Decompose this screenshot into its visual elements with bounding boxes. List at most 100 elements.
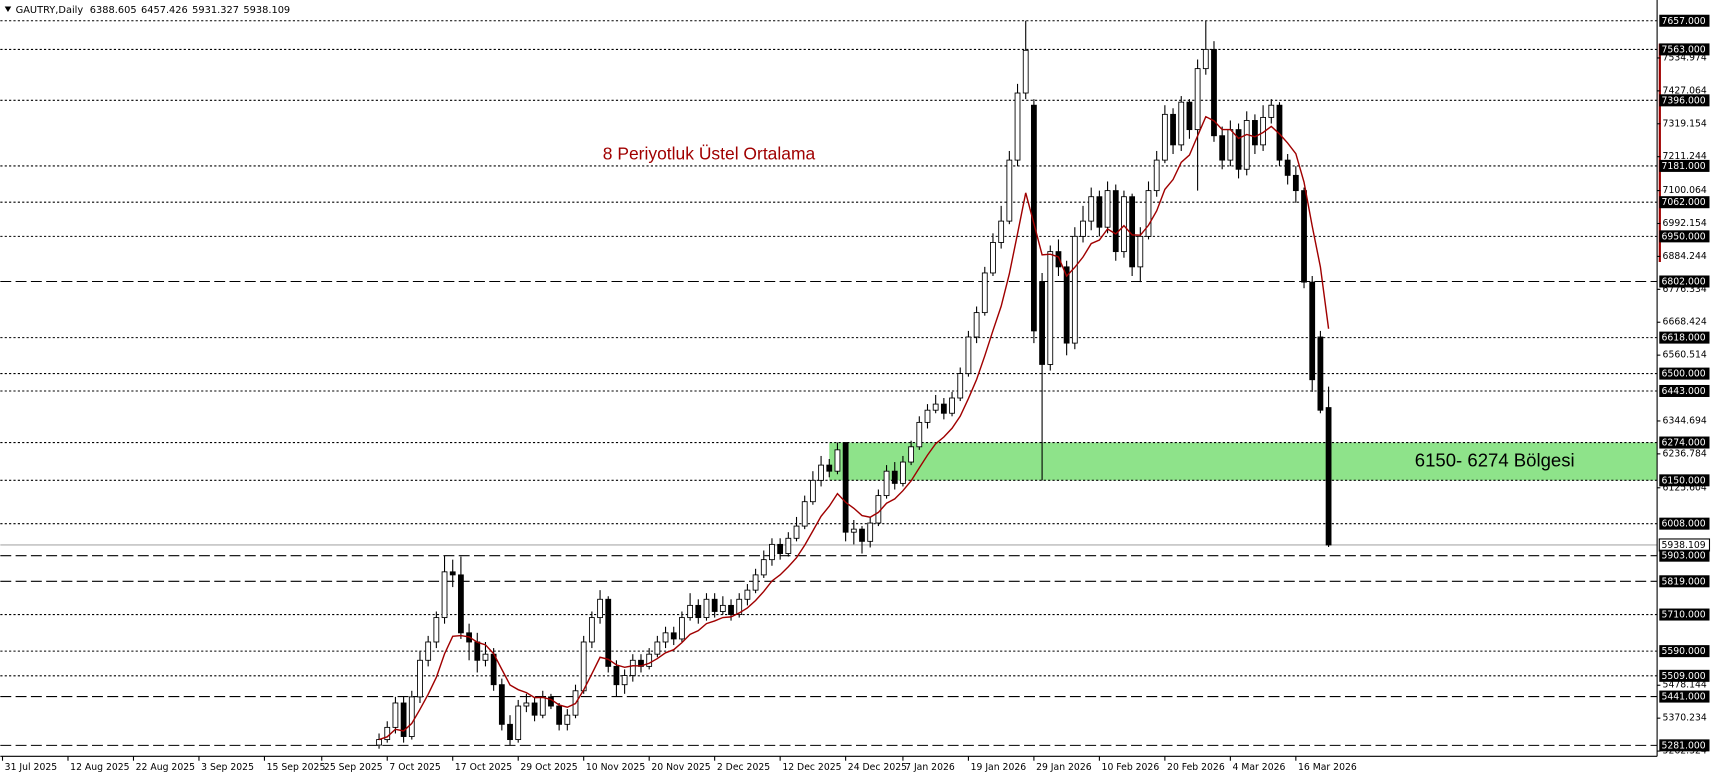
- candle-body: [662, 632, 669, 643]
- candle-body: [809, 479, 816, 503]
- zone-rect: [829, 442, 1658, 481]
- candle-body: [580, 641, 587, 692]
- level-label: 5938.109: [1661, 540, 1705, 551]
- candle-body: [408, 696, 415, 737]
- candle-body: [515, 705, 522, 741]
- candle-body: [482, 653, 489, 661]
- level-label-bg: [1659, 384, 1710, 397]
- y-tick-label: 7100.064: [1663, 185, 1707, 196]
- candle-body: [1317, 336, 1324, 411]
- ema-line: [378, 115, 1330, 741]
- levels-layer: [0, 20, 1658, 746]
- x-tick-label: 29 Jan 2026: [1036, 762, 1092, 773]
- y-tick-label: 7319.154: [1663, 118, 1707, 129]
- candle-body: [1096, 196, 1103, 228]
- candle-body: [908, 446, 915, 463]
- x-tick-label: 25 Sep 2025: [324, 762, 383, 773]
- candle-body: [998, 220, 1005, 243]
- candle-body: [679, 617, 685, 640]
- level-label: 7657.000: [1661, 16, 1705, 27]
- level-label-bg: [1659, 669, 1710, 682]
- x-tick-label: 4 Mar 2026: [1233, 762, 1286, 773]
- level-label: 5710.000: [1661, 610, 1705, 621]
- candle-body: [458, 574, 464, 634]
- level-label: 6274.000: [1661, 438, 1705, 449]
- candle-body: [441, 571, 448, 619]
- level-label-bg: [1659, 43, 1710, 56]
- level-label: 7062.000: [1661, 197, 1705, 208]
- y-tick-label: 6344.694: [1663, 415, 1707, 426]
- candle-body: [900, 461, 906, 484]
- candle-body: [1145, 190, 1152, 237]
- candle-body: [646, 653, 653, 667]
- candle-body: [867, 522, 874, 542]
- candle-body: [1047, 251, 1054, 365]
- candle-body: [1235, 129, 1242, 170]
- candle-body: [1309, 281, 1316, 381]
- candle-body: [695, 604, 702, 619]
- candle-body: [654, 641, 661, 655]
- candle-body: [769, 543, 775, 561]
- level-label: 6008.000: [1661, 519, 1705, 530]
- candle-body: [891, 470, 898, 484]
- level-label: 5819.000: [1661, 576, 1705, 587]
- candle-body: [556, 705, 563, 725]
- level-label: 7396.000: [1661, 95, 1705, 106]
- candle-body: [1161, 113, 1168, 161]
- candle-body: [1104, 190, 1111, 228]
- candle-body: [1063, 266, 1070, 344]
- candle-body: [1186, 101, 1193, 131]
- candles-layer: [376, 20, 1332, 749]
- level-label-bg: [1659, 196, 1710, 209]
- y-tick-label: 6776.334: [1663, 284, 1707, 295]
- candle-body: [965, 336, 972, 375]
- level-label-bg: [1659, 690, 1710, 703]
- candle-body: [883, 470, 890, 497]
- level-label-bg: [1659, 331, 1710, 344]
- candle-body: [760, 559, 767, 576]
- annotation: 8 Periyotluk Üstel Ortalama: [603, 144, 816, 164]
- candle-body: [818, 464, 824, 481]
- level-label: 5509.000: [1661, 671, 1705, 682]
- candle-body: [777, 543, 784, 554]
- candle-body: [916, 421, 923, 448]
- level-label-bg: [1659, 575, 1710, 588]
- x-tick-label: 22 Aug 2025: [136, 762, 195, 773]
- y-tick-label: 7211.244: [1663, 151, 1707, 162]
- menu-arrow: [4, 6, 12, 13]
- level-label: 6500.000: [1661, 369, 1705, 380]
- x-tick-label: 3 Sep 2025: [201, 762, 254, 773]
- candle-body: [1153, 159, 1160, 192]
- candle-body: [1194, 68, 1201, 131]
- x-tick-label: 7 Jan 2026: [905, 762, 955, 773]
- level-label-bg: [1659, 436, 1710, 449]
- candle-body: [384, 726, 391, 741]
- y-tick-label: 7427.064: [1663, 85, 1707, 96]
- candle-body: [826, 464, 833, 472]
- candle-body: [1292, 174, 1299, 192]
- y-tick-label: 6125.604: [1663, 482, 1707, 493]
- level-label: 6443.000: [1661, 386, 1705, 397]
- candle-body: [752, 574, 759, 591]
- x-tick-label: 10 Nov 2025: [586, 762, 645, 773]
- header-low: 5931.327: [192, 5, 239, 16]
- level-label-bg: [1659, 739, 1710, 752]
- candle-body: [1022, 49, 1029, 94]
- level-label: 5441.000: [1661, 692, 1705, 703]
- y-tick-label: 6992.154: [1663, 218, 1707, 229]
- level-label-bg: [1659, 645, 1710, 658]
- candle-body: [425, 641, 432, 661]
- candle-body: [433, 617, 440, 643]
- candle-body: [711, 598, 718, 612]
- candle-body: [417, 659, 423, 698]
- x-tick-label: 31 Jul 2025: [5, 762, 58, 773]
- candle-body: [1088, 196, 1095, 222]
- candle-body: [1268, 104, 1275, 118]
- y-tick-label: 6884.244: [1663, 251, 1707, 262]
- level-label-bg: [1659, 159, 1710, 172]
- candle-body: [1121, 196, 1127, 253]
- candle-body: [498, 684, 505, 725]
- y-tick-label: 6668.424: [1663, 317, 1707, 328]
- x-tick-label: 12 Dec 2025: [782, 762, 841, 773]
